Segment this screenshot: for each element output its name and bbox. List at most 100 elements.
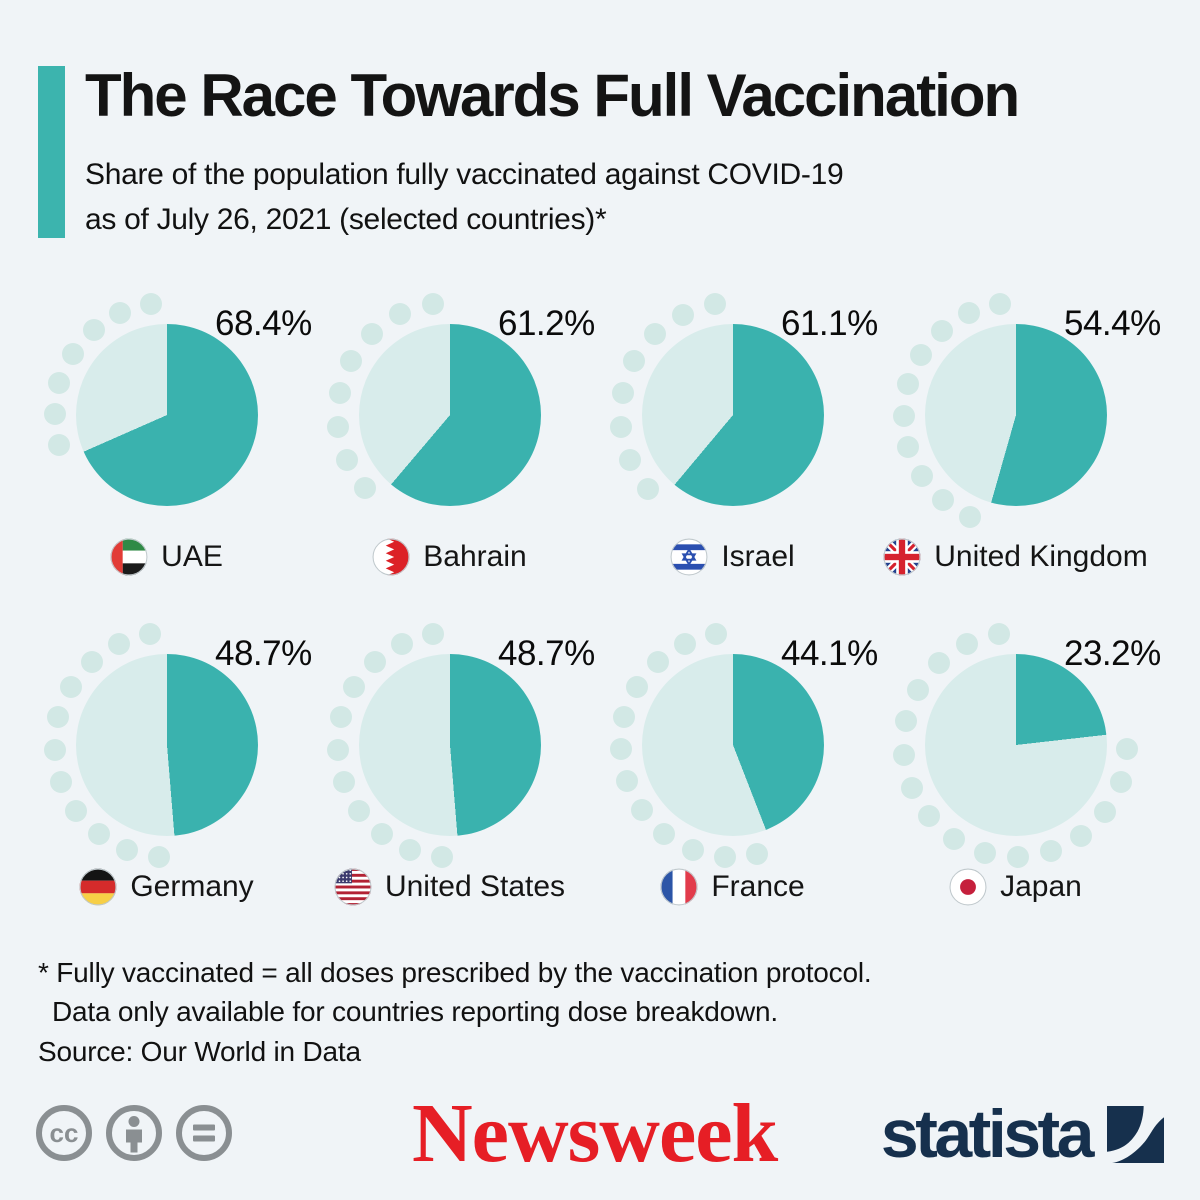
population-dot <box>637 477 660 500</box>
population-dot <box>390 632 413 655</box>
population-dot <box>918 805 941 828</box>
population-dot <box>421 293 444 316</box>
population-dot <box>653 822 676 845</box>
page-title: The Race Towards Full Vaccination <box>85 62 1020 129</box>
population-dot <box>1007 845 1030 868</box>
pie-chart <box>641 654 824 836</box>
percentage-label: 61.1% <box>781 304 878 343</box>
population-dot <box>87 823 110 846</box>
country-row: Japan <box>874 868 1157 906</box>
population-dot <box>422 623 445 646</box>
statista-wordmark: statista <box>880 1096 1095 1172</box>
country-row: Germany <box>25 868 308 906</box>
population-dot <box>895 710 918 733</box>
population-dot <box>47 706 70 729</box>
percentage-label: 61.2% <box>498 304 595 343</box>
population-dot <box>109 301 132 324</box>
country-label: Bahrain <box>423 540 527 573</box>
population-dot <box>630 799 653 822</box>
population-dot <box>389 303 412 326</box>
vaccination-card: 68.4% UAE <box>25 293 312 630</box>
percentage-label: 23.2% <box>1064 634 1161 673</box>
japan-flag-icon <box>949 868 987 906</box>
population-dot <box>673 632 696 655</box>
population-dot <box>353 477 376 500</box>
population-dot <box>148 845 171 868</box>
population-dot <box>47 434 70 457</box>
chart-grid: 68.4% UAE 61.2% Bahrain 61.1% Israel 54.… <box>25 293 1161 960</box>
country-row: United States <box>308 868 591 906</box>
population-dot <box>139 623 162 646</box>
population-dot <box>361 322 384 345</box>
population-dot <box>910 465 933 488</box>
population-dot <box>927 652 950 675</box>
pie-chart <box>75 654 258 836</box>
percentage-label: 54.4% <box>1064 304 1161 343</box>
country-label: UAE <box>161 540 223 573</box>
population-dot <box>958 506 981 529</box>
population-dot <box>1070 824 1093 847</box>
source-label: Source: Our World in Data <box>38 1036 361 1067</box>
population-dot <box>613 705 636 728</box>
population-dot <box>943 827 966 850</box>
population-dot <box>363 650 386 673</box>
population-dot <box>987 623 1010 646</box>
population-dot <box>957 302 980 325</box>
pie-chart <box>924 654 1107 836</box>
population-dot <box>431 845 454 868</box>
population-dot <box>399 838 422 861</box>
population-dot <box>326 738 349 761</box>
population-dot <box>671 303 694 326</box>
country-label: Israel <box>721 540 795 573</box>
attribution-person-icon <box>106 1105 162 1161</box>
population-dot <box>1110 771 1133 794</box>
country-label: United States <box>384 870 566 903</box>
population-dot <box>746 843 769 866</box>
france-flag-icon <box>660 868 698 906</box>
country-label: Japan <box>1000 870 1082 903</box>
accent-bar <box>38 66 65 238</box>
vaccination-card: 61.2% Bahrain <box>308 293 595 630</box>
bahrain-flag-icon <box>372 538 410 576</box>
uk-flag-icon <box>883 538 921 576</box>
population-dot <box>64 799 87 822</box>
population-dot <box>80 650 103 673</box>
population-dot <box>59 675 82 698</box>
population-dot <box>48 371 71 394</box>
statista-logo: statista <box>881 1100 1164 1168</box>
population-dot <box>609 738 632 761</box>
population-dot <box>644 323 667 346</box>
population-dot <box>892 743 915 766</box>
percentage-label: 48.7% <box>215 634 312 673</box>
population-dot <box>610 416 633 439</box>
uae-flag-icon <box>110 538 148 576</box>
population-dot <box>896 372 919 395</box>
population-dot <box>139 293 162 316</box>
population-dot <box>897 436 920 459</box>
population-dot <box>713 845 736 868</box>
population-dot <box>705 623 728 646</box>
percentage-label: 44.1% <box>781 634 878 673</box>
population-dot <box>327 415 350 438</box>
country-row: United Kingdom <box>874 538 1157 576</box>
cc-icon: cc <box>36 1105 92 1161</box>
country-label: France <box>711 870 805 903</box>
germany-flag-icon <box>79 868 117 906</box>
population-dot <box>43 402 66 425</box>
vaccination-card: 23.2% Japan <box>874 623 1161 960</box>
population-dot <box>328 381 351 404</box>
population-dot <box>646 650 669 673</box>
pie-chart <box>358 324 541 506</box>
population-dot <box>1116 738 1139 761</box>
population-dot <box>335 448 358 471</box>
population-dot <box>611 382 634 405</box>
population-dot <box>615 770 638 793</box>
vaccination-card: 54.4% United Kingdom <box>874 293 1161 630</box>
population-dot <box>330 706 353 729</box>
population-dot <box>931 489 954 512</box>
us-flag-icon <box>334 868 372 906</box>
population-dot <box>973 841 996 864</box>
population-dot <box>370 823 393 846</box>
population-dot <box>955 633 978 656</box>
country-label: Germany <box>130 870 254 903</box>
